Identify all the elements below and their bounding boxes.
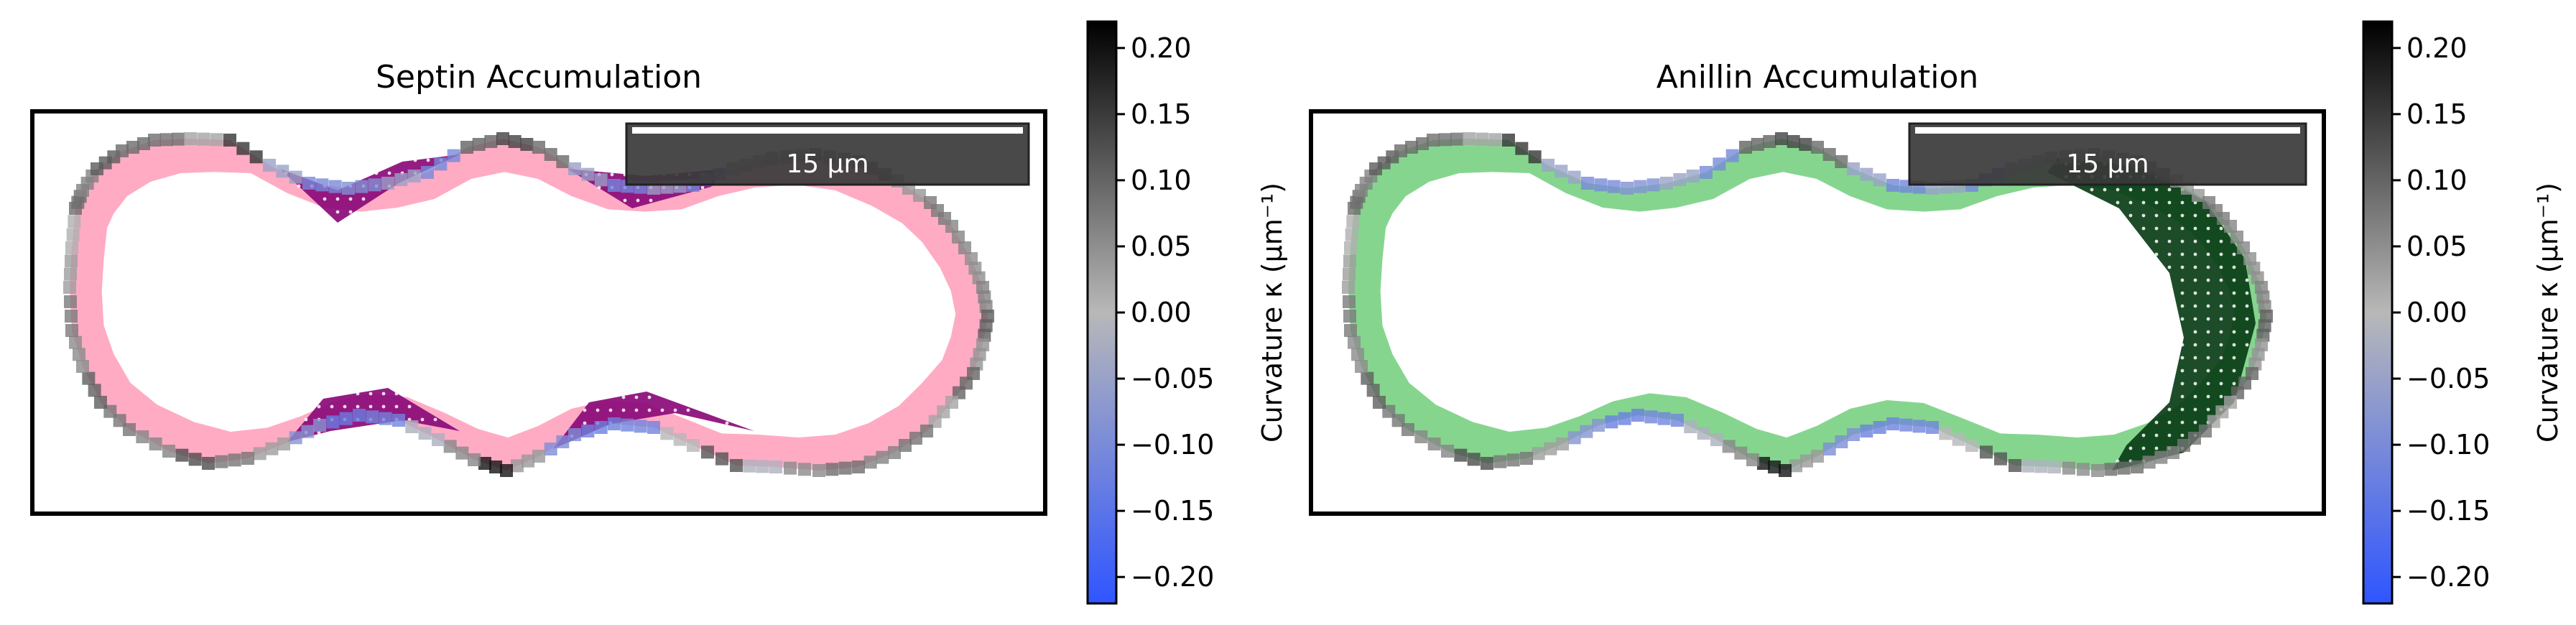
colorbar-tick-label-1-8: −0.20 xyxy=(2406,561,2490,593)
colorbar-tick-label-0-0: 0.20 xyxy=(1131,32,1192,64)
colorbar-label-1: Curvature κ (μm⁻¹) xyxy=(2532,182,2564,443)
colorbar-tick-label-0-4: 0.00 xyxy=(1131,297,1192,328)
septin-scale-bar: 15 µm xyxy=(625,122,1030,186)
anillin-frame xyxy=(1309,109,2326,516)
colorbar-tick-label-1-6: −0.10 xyxy=(2406,429,2490,460)
hotspot-bottom-right-neck xyxy=(553,392,754,449)
colorbar-tick-label-0-2: 0.10 xyxy=(1131,165,1192,196)
colorbar-gradient-0 xyxy=(1086,20,1118,605)
colorbar-tick-label-1-2: 0.10 xyxy=(2406,165,2468,196)
septin-frame xyxy=(30,109,1047,516)
colorbar-tick-label-1-7: −0.15 xyxy=(2406,495,2490,527)
hotspot-right-pole xyxy=(2047,158,2256,471)
anillin-colorbar: 0.20 0.15 0.10 0.05 0.00 −0.05 −0.10 −0.15 −0.20… xyxy=(2362,20,2564,605)
accumulation-band-0 xyxy=(70,139,988,471)
colorbar-tick-label-0-3: 0.05 xyxy=(1131,231,1192,262)
anillin-panel: Anillin Accumulation 15 µm 0.200.150.100… xyxy=(1309,20,2564,605)
septin-panel: Septin Accumulation 15 µm 0.200.150.100.… xyxy=(30,20,1288,605)
anillin-scale-bar-line xyxy=(1915,127,2300,134)
anillin-scale-bar: 15 µm xyxy=(1908,122,2307,186)
anillin-scale-bar-label: 15 µm xyxy=(2066,149,2149,179)
septin-title: Septin Accumulation xyxy=(376,59,702,96)
curvature-outline-1 xyxy=(1342,132,2273,477)
colorbar-tick-label-0-1: 0.15 xyxy=(1131,98,1192,130)
septin-colorbar: 0.20 0.15 0.10 0.05 0.00 −0.05 −0.10 −0.15 −0.20… xyxy=(1086,20,1288,605)
septin-scale-bar-line xyxy=(632,127,1023,134)
colorbar-tick-label-1-0: 0.20 xyxy=(2406,32,2468,64)
colorbar-gradient-1 xyxy=(2362,20,2394,605)
septin-scale-bar-label: 15 µm xyxy=(786,149,868,179)
colorbar-tick-label-1-3: 0.05 xyxy=(2406,231,2468,262)
colorbar-tick-label-1-4: 0.00 xyxy=(2406,297,2468,328)
colorbar-tick-label-0-6: −0.10 xyxy=(1131,429,1214,460)
colorbar-tick-label-1-1: 0.15 xyxy=(2406,98,2468,130)
colorbar-tick-label-0-5: −0.05 xyxy=(1131,363,1214,394)
colorbar-tick-label-1-5: −0.05 xyxy=(2406,363,2490,394)
colorbar-tick-label-0-7: −0.15 xyxy=(1131,495,1214,527)
anillin-title: Anillin Accumulation xyxy=(1657,59,1979,96)
colorbar-tick-label-0-8: −0.20 xyxy=(1131,561,1214,593)
colorbar-label-0: Curvature κ (μm⁻¹) xyxy=(1256,182,1288,443)
